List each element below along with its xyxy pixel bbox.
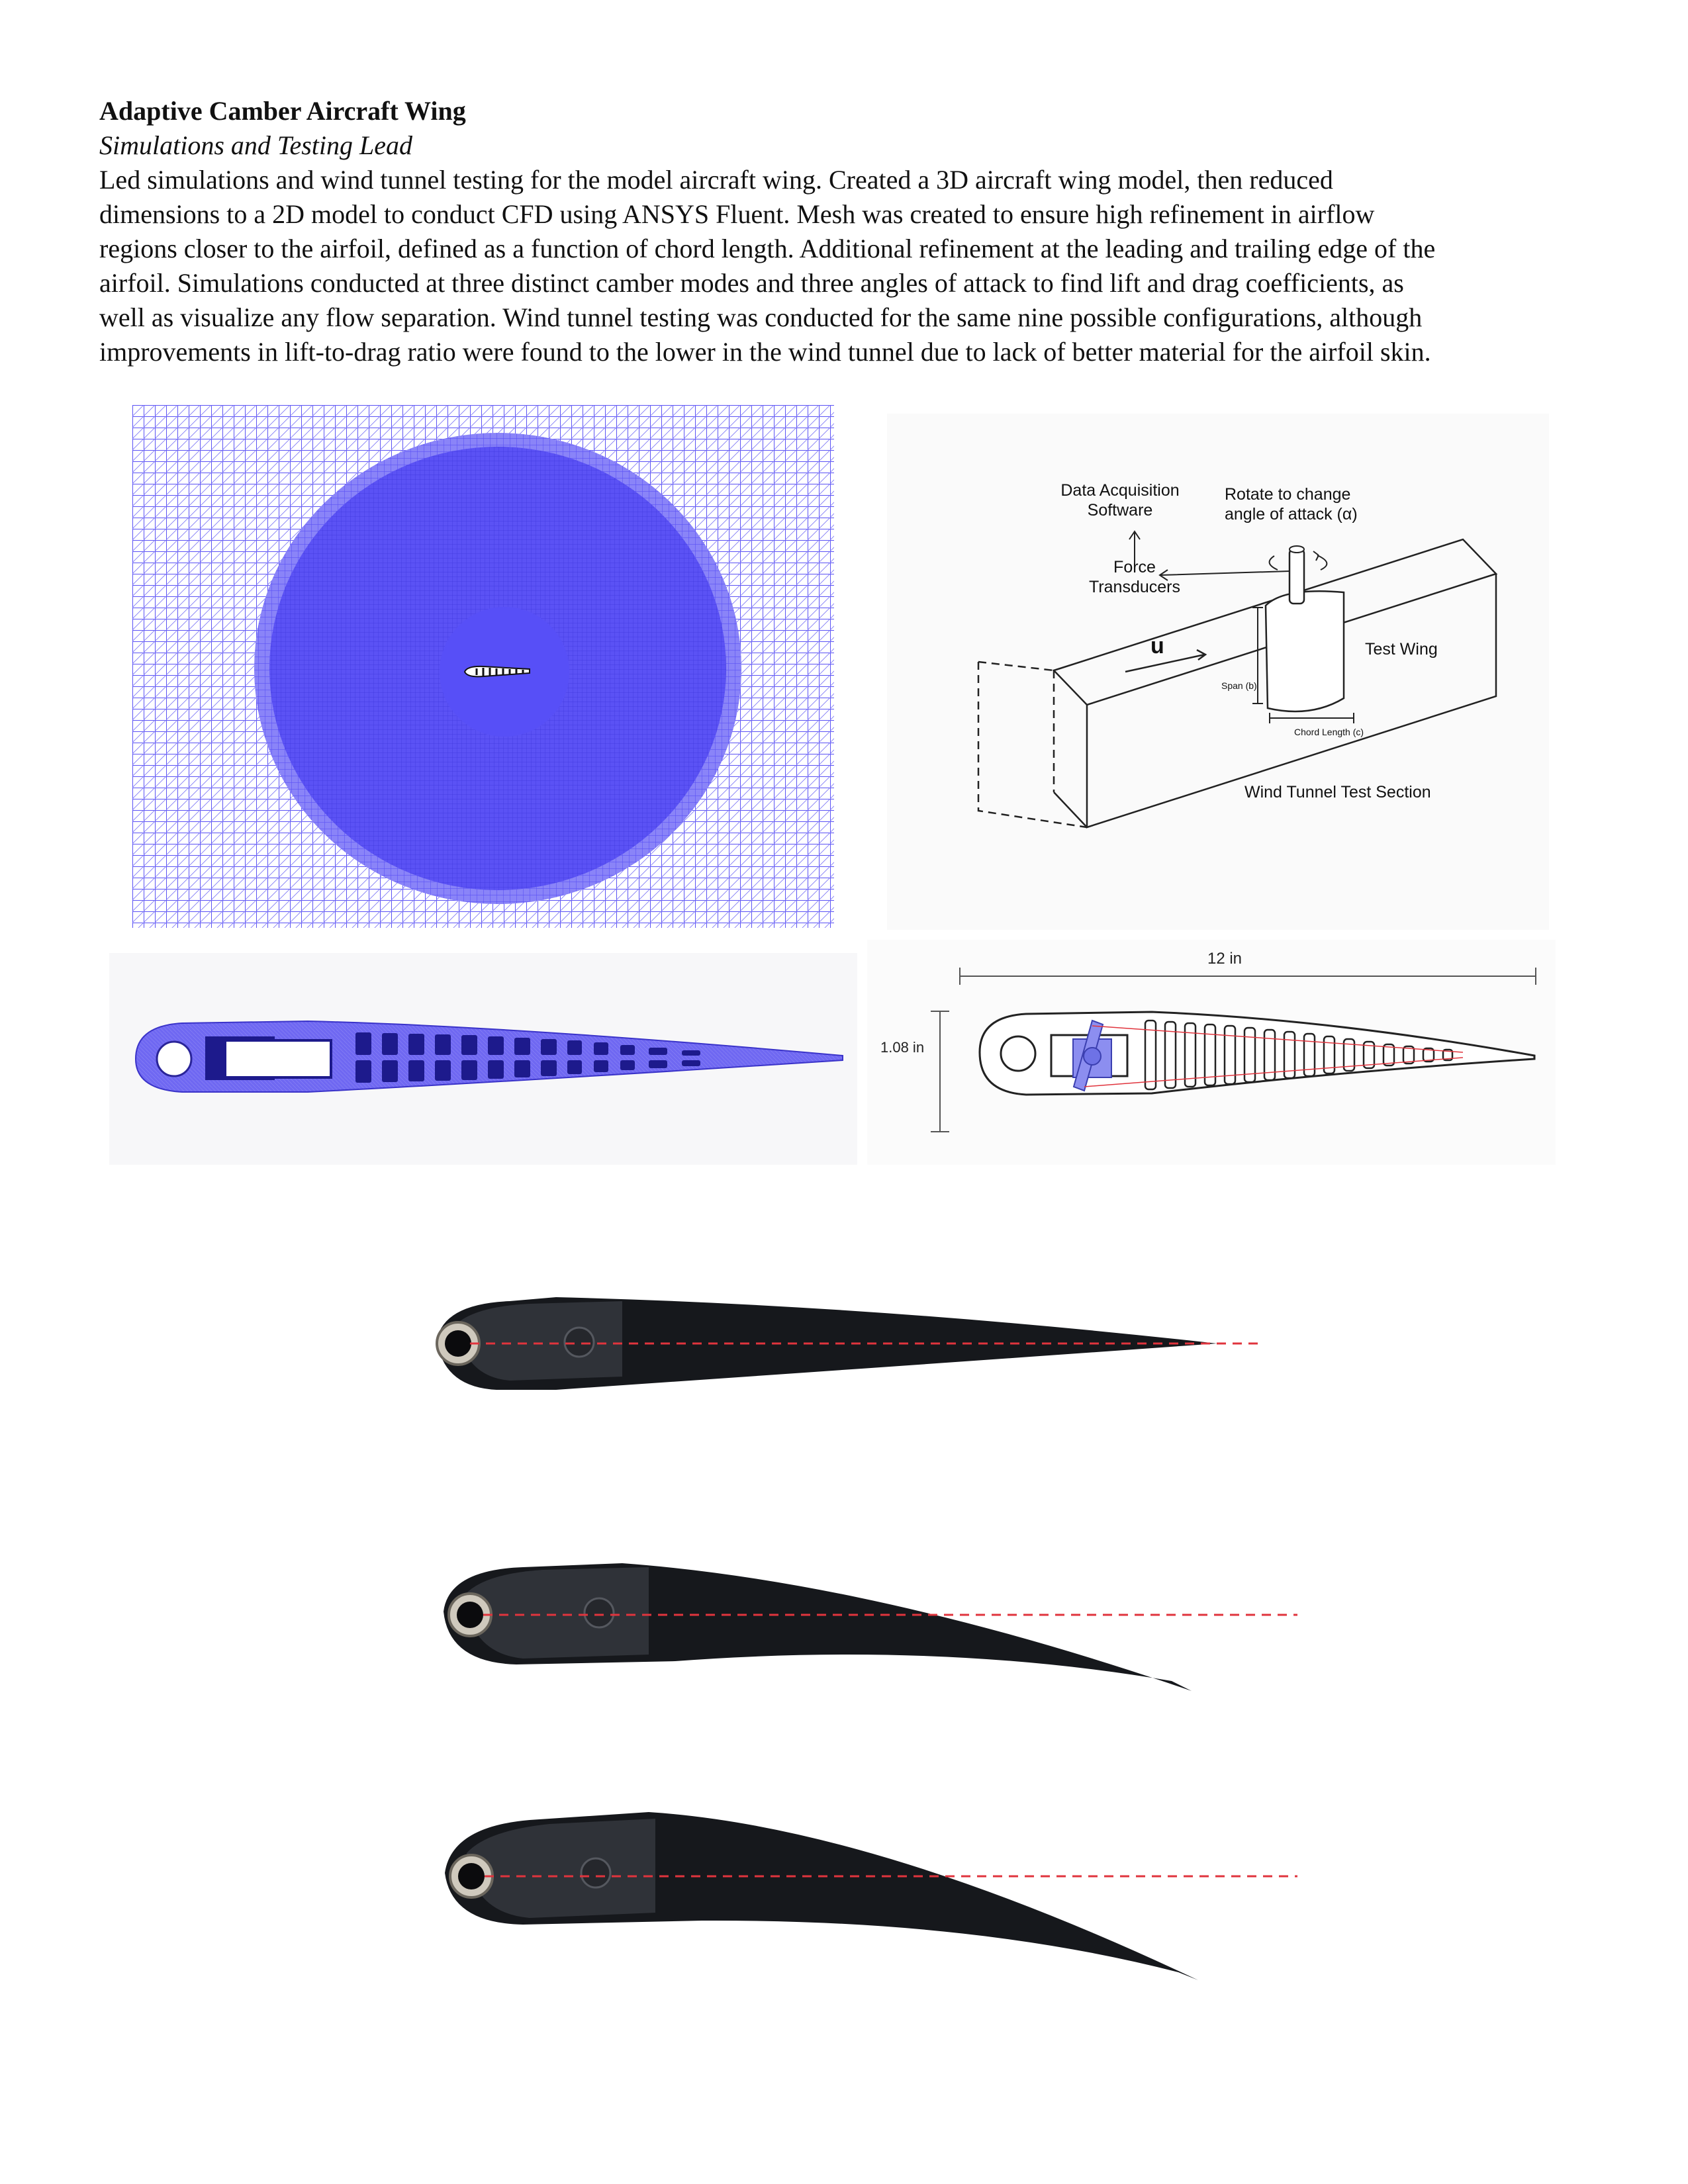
length-label: 12 in	[1207, 950, 1242, 968]
wing-photo-high-camber	[278, 1774, 1337, 1999]
leading-edge-hole	[1001, 1036, 1035, 1071]
spar-hole	[445, 1330, 471, 1357]
airfoil-mesh-section	[109, 953, 857, 1165]
flow-velocity-label: u	[1150, 633, 1164, 659]
servo-window	[225, 1040, 331, 1077]
test-section-label: Wind Tunnel Test Section	[1244, 783, 1431, 801]
thickness-label: 1.08 in	[880, 1039, 924, 1056]
project-text: Adaptive Camber Aircraft Wing Simulation…	[99, 94, 1589, 369]
chord-label: Chord Length (c)	[1294, 727, 1364, 737]
servo-horn	[565, 1328, 594, 1357]
diagram-background	[887, 414, 1549, 930]
wing-photo-mid-camber	[278, 1522, 1337, 1721]
force-label: Force	[1113, 558, 1156, 576]
rotate-label: Rotate to change	[1225, 485, 1350, 504]
spar-hole	[458, 1863, 485, 1889]
description-line: well as visualize any flow separation. W…	[99, 300, 1589, 335]
description-line: dimensions to a 2D model to conduct CFD …	[99, 197, 1589, 232]
daq-label: Data Acquisition	[1060, 481, 1179, 500]
spar-hole	[457, 1602, 483, 1628]
servo-horn	[581, 1858, 610, 1888]
wing-photo-neutral	[278, 1257, 1337, 1456]
project-title: Adaptive Camber Aircraft Wing	[99, 94, 1589, 128]
wind-tunnel-diagram: Data Acquisition Software Rotate to chan…	[887, 414, 1549, 930]
leading-edge-hole	[157, 1042, 191, 1076]
servo-horn	[585, 1598, 614, 1627]
project-role: Simulations and Testing Lead	[99, 128, 1589, 163]
daq-label: Software	[1088, 501, 1153, 520]
cfd-mesh-figure	[132, 405, 834, 928]
description-line: improvements in lift-to-drag ratio were …	[99, 335, 1589, 369]
rotate-label: angle of attack (α)	[1225, 505, 1358, 523]
test-wing-label: Test Wing	[1365, 640, 1438, 659]
description-line: regions closer to the airfoil, defined a…	[99, 232, 1589, 266]
span-label: Span (b)	[1221, 680, 1257, 691]
description-line: airfoil. Simulations conducted at three …	[99, 266, 1589, 300]
force-label: Transducers	[1089, 578, 1180, 596]
leading-edge-tape	[457, 1301, 622, 1381]
airfoil-dimension-drawing: 12 in 1.08 in	[867, 940, 1556, 1165]
description-line: Led simulations and wind tunnel testing …	[99, 163, 1589, 197]
